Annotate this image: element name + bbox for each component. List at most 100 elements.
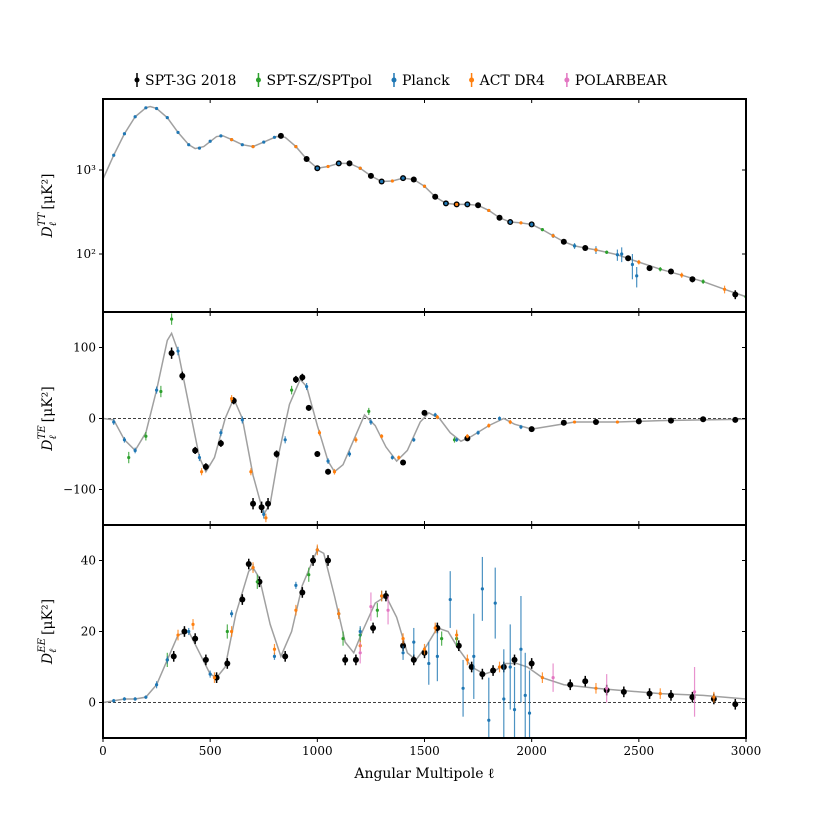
data-point [592,419,599,426]
legend-marker [564,77,570,83]
data-point [208,672,212,676]
x-tick-label: 1000 [302,744,333,758]
data-point [299,589,306,596]
data-point [342,656,349,663]
data-point [635,418,642,425]
data-point [168,350,175,357]
data-point [502,697,506,701]
data-point [256,578,263,585]
data-point [701,279,705,284]
data-point [191,622,195,627]
data-point [199,470,204,474]
data-point [133,115,137,119]
data-point [170,653,177,660]
legend-marker [255,77,261,83]
data-point [497,416,502,421]
data-point [476,431,480,435]
data-point [605,250,609,254]
data-point [154,683,159,687]
legend-marker [134,77,140,83]
data-point [519,425,523,429]
data-point [250,500,257,507]
data-point [455,642,462,649]
data-point [390,179,394,183]
data-point [307,573,311,577]
data-point [465,434,469,438]
x-tick-label: 2500 [624,744,655,758]
data-point [112,420,116,424]
data-point [551,676,555,680]
data-point [615,253,620,257]
data-point [283,438,287,442]
data-point [637,260,641,264]
data-point [421,409,428,416]
data-point [277,132,284,139]
data-point [176,633,180,637]
data-point [455,633,459,637]
data-point [212,676,217,680]
data-point [292,376,299,383]
data-point [272,647,277,651]
legend-label: Planck [402,73,450,89]
y-label-sup: TE [37,425,48,440]
x-tick-label: 3000 [731,744,762,758]
data-point [230,138,234,142]
legend-label: ACT DR4 [479,73,545,89]
data-point [658,692,662,696]
data-point [380,594,384,598]
data-point [187,143,191,147]
data-point [144,106,148,110]
data-point [315,548,319,552]
data-point [127,455,131,460]
data-point [326,459,330,463]
y-label-sup: TT [37,211,48,226]
legend-label: SPT-SZ/SPTpol [266,73,372,89]
plot-area [103,313,746,523]
data-point [620,252,624,256]
legend-label: POLARBEAR [575,73,667,89]
data-point [692,690,697,694]
data-point [386,608,390,612]
data-point [567,681,574,688]
data-point [712,695,716,699]
data-point [181,628,188,635]
data-point [245,561,252,568]
y-tick-label: 0 [88,412,96,426]
data-point [314,451,321,457]
data-point [667,417,674,424]
data-point [582,678,589,685]
x-tick-label: 2000 [516,744,547,758]
data-point [527,711,532,715]
data-point [605,686,609,690]
y-axis-label: DℓTE [μK²] [37,386,59,451]
data-point [540,228,544,232]
data-point [197,146,202,150]
data-point [667,268,674,275]
data-point [315,166,319,170]
panel-frame [102,98,747,313]
data-point [219,431,223,435]
data-point [487,424,491,428]
y-tick-label: 20 [81,625,96,639]
data-point [551,234,555,238]
data-point [397,455,401,460]
data-point [352,656,359,663]
data-point [732,416,739,423]
data-point [410,176,417,183]
data-point [689,694,696,701]
data-point [197,455,202,460]
y-label-sub: ℓ [48,435,59,439]
data-point [448,597,452,602]
data-point [282,653,289,660]
data-point [272,654,277,658]
data-point [382,593,389,599]
data-point [213,674,220,681]
y-tick-label: 10³ [76,163,96,177]
data-point [427,661,431,666]
data-point [461,686,465,690]
data-point [230,629,234,634]
data-point [519,647,523,651]
data-point [367,409,371,413]
data-point [144,434,148,438]
y-tick-label: 0 [88,696,96,710]
